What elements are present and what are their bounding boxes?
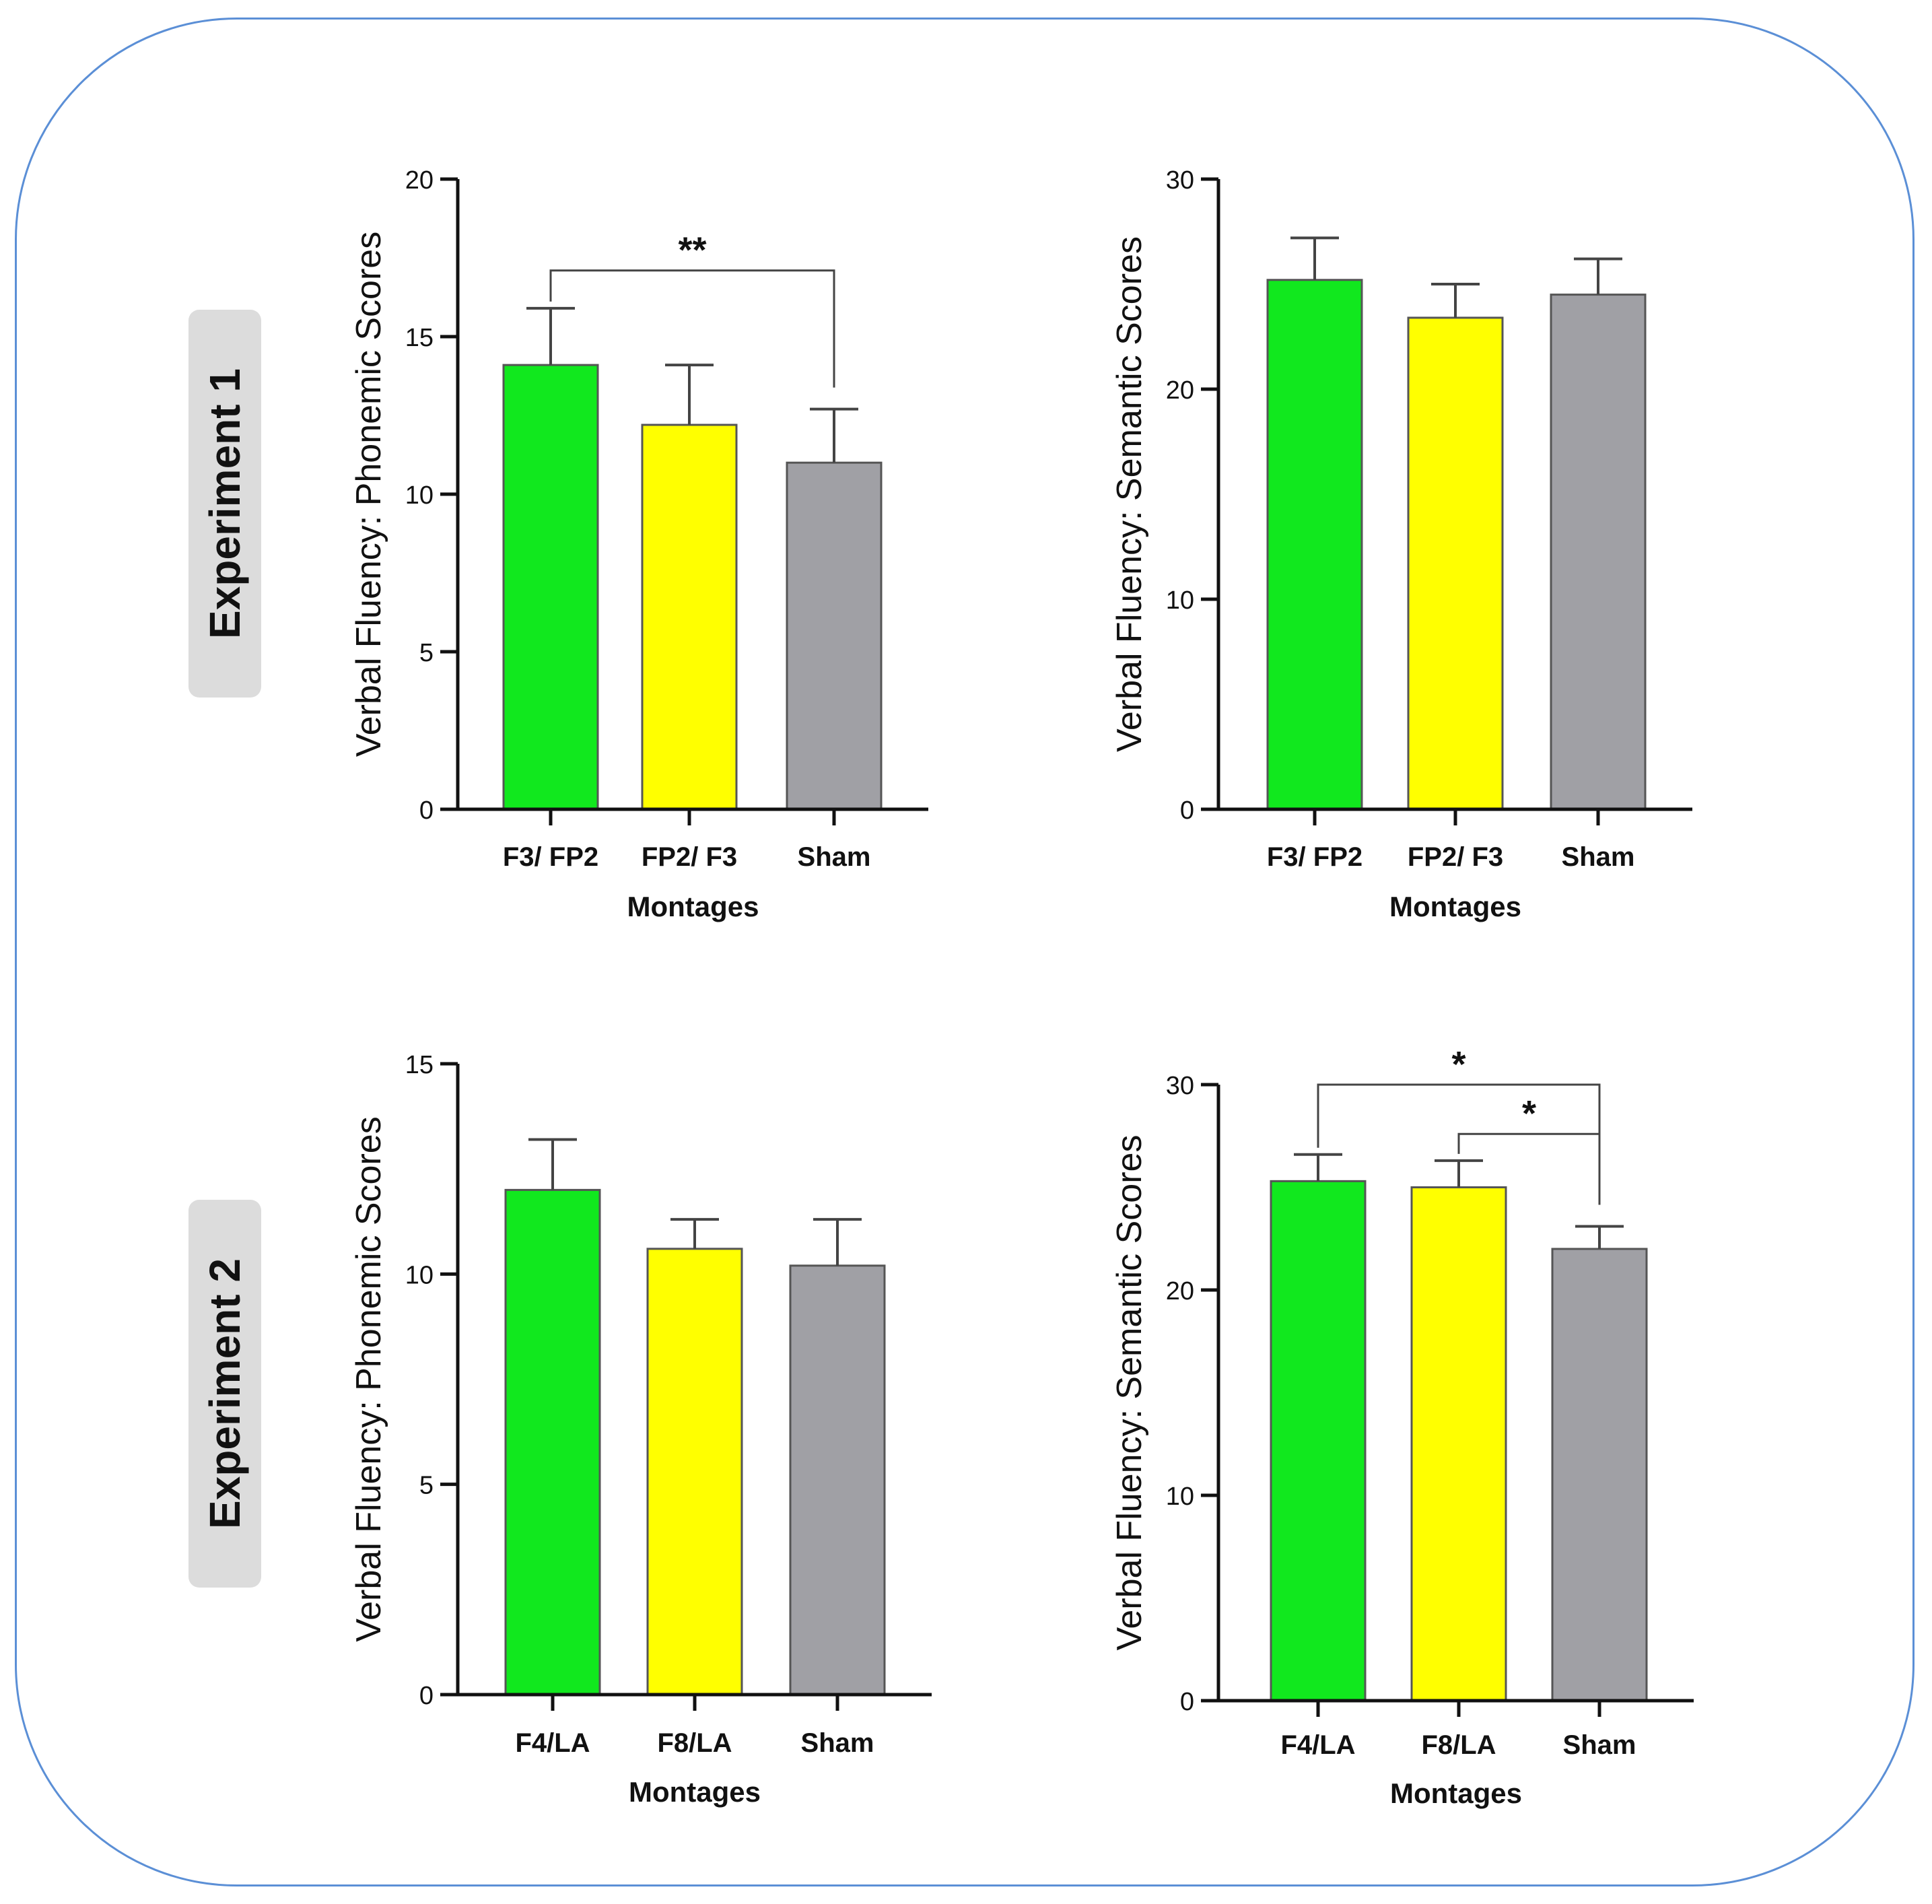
- x-axis-label: Montages: [629, 1776, 761, 1808]
- x-tick-label: Sham: [1562, 842, 1635, 872]
- y-tick-label: 20: [1166, 376, 1194, 405]
- y-tick-label: 15: [405, 1051, 434, 1079]
- y-axis-label: Verbal Fluency: Semantic Scores: [1110, 1135, 1149, 1651]
- y-tick-label: 10: [1166, 586, 1194, 615]
- exp2-phonemic-chart: 0 5 10 15 F4/LA F8/LA Sham Montages Verbal Fluen…: [349, 1051, 932, 1808]
- y-tick-label: 20: [405, 166, 434, 195]
- y-tick-label: 0: [419, 796, 434, 825]
- bar: [504, 1188, 601, 1696]
- y-axis-label: Verbal Fluency: Semantic Scores: [1110, 236, 1149, 752]
- y-tick-label: 0: [1180, 796, 1194, 825]
- y-tick-label: 10: [1166, 1483, 1194, 1511]
- bar: [641, 423, 738, 811]
- y-tick-label: 10: [405, 481, 434, 510]
- significance-bracket: [549, 269, 835, 388]
- x-axis-label: Montages: [1390, 1777, 1522, 1809]
- bar: [786, 461, 883, 811]
- x-tick-label: F4/LA: [1280, 1730, 1355, 1760]
- x-tick-label: F3/ FP2: [1267, 842, 1362, 872]
- bar: [646, 1248, 743, 1696]
- bar: [1551, 1248, 1648, 1702]
- bar: [1550, 294, 1647, 811]
- y-tick-label: 0: [1180, 1688, 1194, 1716]
- x-tick-label: F8/LA: [657, 1728, 732, 1758]
- y-tick-label: 0: [419, 1682, 434, 1710]
- x-tick-label: FP2/ F3: [642, 842, 737, 872]
- experiment-2-badge: Experiment 2: [188, 1200, 261, 1588]
- x-tick-label: FP2/ F3: [1408, 842, 1503, 872]
- significance-label: *: [1451, 1044, 1465, 1085]
- bar: [1266, 279, 1363, 811]
- x-tick-label: F8/LA: [1421, 1730, 1496, 1760]
- significance-bracket: [1457, 1132, 1601, 1205]
- rounded-frame: [15, 18, 1914, 1886]
- exp1-semantic-chart: 0 10 20 30 F3/ FP2 FP2/ F3 Sham Montages Verbal …: [1110, 166, 1692, 922]
- significance-label: *: [1522, 1093, 1536, 1134]
- y-axis-label: Verbal Fluency: Phonemic Scores: [349, 1116, 388, 1641]
- x-tick-label: Sham: [801, 1728, 874, 1758]
- y-tick-label: 20: [1166, 1277, 1194, 1305]
- y-tick-label: 30: [1166, 1072, 1194, 1100]
- x-tick-label: Sham: [1563, 1730, 1636, 1760]
- x-tick-label: F3/ FP2: [503, 842, 598, 872]
- x-axis-label: Montages: [1389, 891, 1521, 922]
- bar: [1270, 1180, 1367, 1702]
- bar: [1407, 316, 1504, 811]
- y-tick-label: 30: [1166, 166, 1194, 195]
- x-tick-label: Sham: [798, 842, 871, 872]
- x-tick-label: F4/LA: [515, 1728, 590, 1758]
- y-tick-label: 15: [405, 324, 434, 352]
- bar: [1410, 1186, 1507, 1702]
- experiment-1-badge: Experiment 1: [188, 310, 261, 698]
- bar: [789, 1264, 886, 1696]
- bar: [502, 364, 599, 811]
- significance-label: **: [678, 230, 706, 271]
- y-tick-label: 10: [405, 1261, 434, 1289]
- exp2-semantic-chart: 0 10 20 30 F4/LA F8/LA Sham Montages Verbal Flue…: [1110, 1044, 1694, 1809]
- x-axis-label: Montages: [627, 891, 759, 922]
- y-axis-label: Verbal Fluency: Phonemic Scores: [349, 232, 388, 757]
- exp1-phonemic-chart: 0 5 10 15 20 F3/ FP2 FP2/ F3 Sham Montages Verbal…: [349, 166, 928, 922]
- y-tick-label: 5: [419, 639, 434, 667]
- y-tick-label: 5: [419, 1472, 434, 1500]
